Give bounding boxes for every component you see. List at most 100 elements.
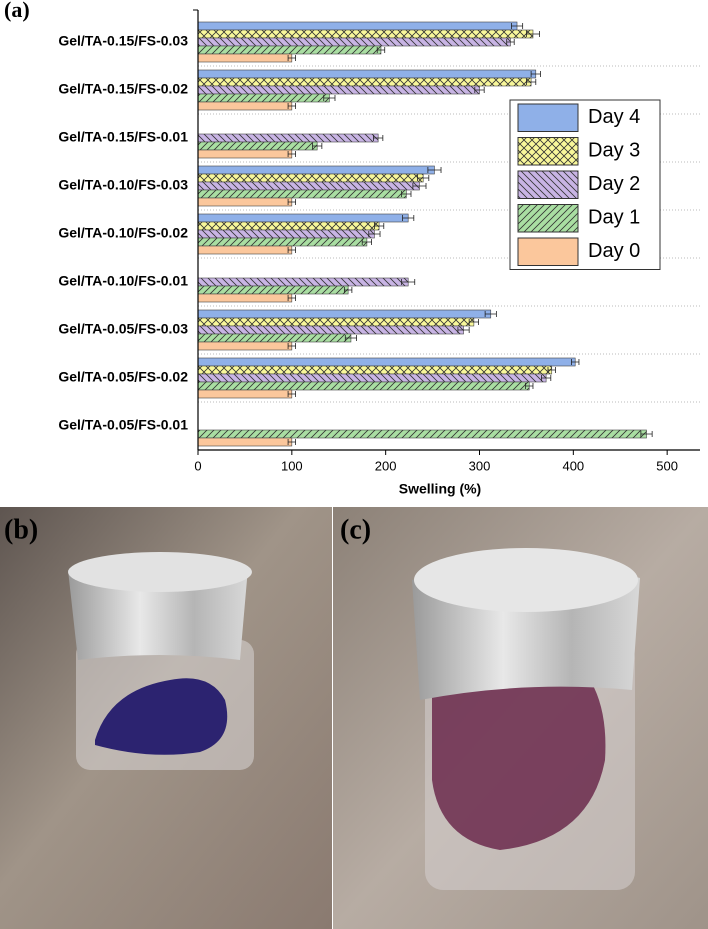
error-bar: [640, 431, 653, 437]
legend-label: Day 3: [588, 140, 640, 162]
legend-label: Day 0: [588, 240, 640, 262]
x-tick-label: 500: [656, 458, 678, 473]
bar: [197, 149, 293, 159]
error-bar: [361, 239, 372, 245]
bar: [197, 389, 293, 399]
y-tick-label: Gel/TA-0.15/FS-0.02: [58, 81, 188, 97]
error-bar: [287, 295, 296, 301]
bar-hatch: [198, 30, 533, 38]
panel-label: (c): [340, 514, 371, 545]
x-tick-label: 0: [194, 458, 201, 473]
x-tick-label: 400: [562, 458, 584, 473]
error-bar: [526, 31, 540, 37]
error-bar: [525, 383, 534, 389]
error-bar: [506, 39, 515, 45]
bar: [197, 165, 435, 175]
error-bar: [373, 135, 384, 141]
legend-hatch: [518, 171, 578, 199]
error-bar: [401, 279, 416, 285]
error-bar: [474, 87, 485, 93]
bar-hatch: [198, 374, 547, 382]
y-tick-label: Gel/TA-0.05/FS-0.02: [58, 369, 188, 385]
bar-hatch: [198, 86, 480, 94]
error-bar: [547, 367, 556, 373]
bar-hatch: [198, 78, 532, 86]
legend-label: Day 1: [588, 207, 640, 229]
error-bar: [427, 167, 442, 173]
legend-swatch: [517, 237, 579, 266]
bar: [197, 101, 293, 111]
legend-label: Day 2: [588, 173, 640, 195]
bar: [197, 293, 293, 303]
error-bar: [541, 375, 552, 381]
bar: [197, 213, 409, 223]
error-bar: [484, 311, 497, 317]
bar: [197, 245, 293, 255]
photo-c: [333, 507, 708, 929]
bar-hatch: [198, 222, 380, 230]
photo-b: [0, 507, 332, 929]
error-bar: [530, 71, 541, 77]
bar-hatch: [198, 94, 330, 102]
error-bar: [287, 439, 296, 445]
bar-hatch: [198, 182, 420, 190]
bar-hatch: [198, 230, 375, 238]
x-tick-label: 300: [469, 458, 491, 473]
error-bar: [287, 151, 296, 157]
y-tick-label: Gel/TA-0.10/FS-0.02: [58, 225, 188, 241]
bar: [197, 69, 537, 79]
x-tick-label: 200: [375, 458, 397, 473]
error-bar: [287, 343, 296, 349]
error-bar: [312, 143, 323, 149]
panel-label: (a): [4, 0, 30, 22]
bar-hatch: [198, 278, 409, 286]
bar-hatch: [198, 382, 530, 390]
legend-label: Day 4: [588, 106, 640, 128]
error-bar: [374, 223, 385, 229]
bar: [197, 309, 492, 319]
error-bar: [376, 47, 386, 53]
bar-hatch: [198, 38, 511, 46]
bar: [197, 21, 518, 31]
legend-hatch: [518, 137, 578, 165]
bar-hatch: [198, 326, 464, 334]
panel-label: (b): [4, 514, 38, 545]
y-tick-label: Gel/TA-0.05/FS-0.01: [58, 417, 188, 433]
y-tick-label: Gel/TA-0.10/FS-0.01: [58, 273, 188, 289]
bar-hatch: [198, 190, 407, 198]
error-bar: [402, 215, 415, 221]
bar-hatch: [198, 238, 367, 246]
bar-hatch: [198, 430, 647, 438]
y-tick-label: Gel/TA-0.10/FS-0.03: [58, 177, 188, 193]
bar-hatch: [198, 174, 424, 182]
error-bar: [401, 191, 412, 197]
error-bar: [287, 391, 296, 397]
bar: [197, 341, 293, 351]
bar-hatch: [198, 142, 318, 150]
bar-hatch: [198, 334, 351, 342]
error-bar: [571, 359, 580, 365]
bar: [197, 197, 293, 207]
bar-hatch: [198, 286, 349, 294]
error-bar: [510, 23, 524, 29]
error-bar: [368, 231, 381, 237]
error-bar: [287, 103, 296, 109]
bar: [197, 53, 293, 63]
bar: [197, 357, 576, 367]
error-bar: [412, 183, 427, 189]
error-bar: [468, 319, 479, 325]
bar: [197, 437, 293, 447]
error-bar: [287, 55, 296, 61]
y-tick-label: Gel/TA-0.05/FS-0.03: [58, 321, 188, 337]
legend-swatch: [517, 103, 579, 132]
error-bar: [344, 335, 357, 341]
error-bar: [287, 247, 296, 253]
error-bar: [287, 199, 296, 205]
x-tick-label: 100: [281, 458, 303, 473]
error-bar: [343, 287, 353, 293]
x-axis-title: Swelling (%): [399, 481, 481, 497]
legend-hatch: [518, 204, 578, 232]
bar-hatch: [198, 134, 379, 142]
error-bar: [417, 175, 430, 181]
